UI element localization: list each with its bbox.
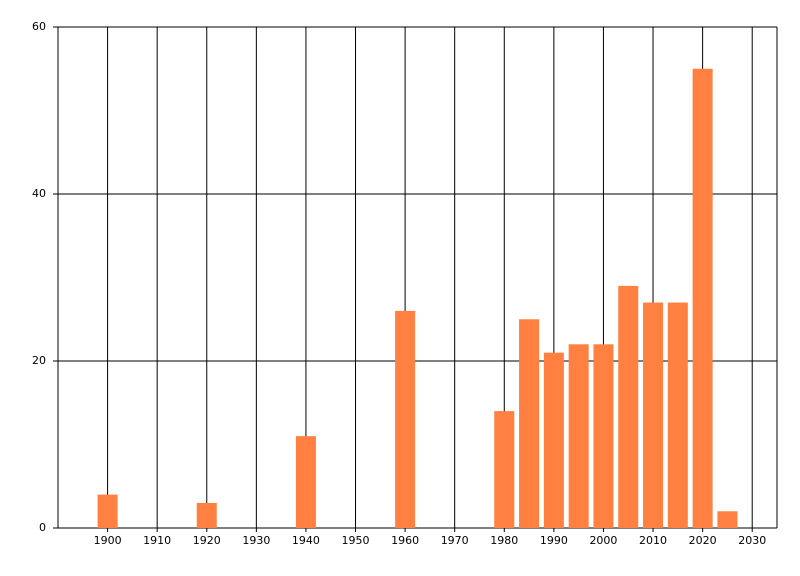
bar [395, 310, 416, 528]
x-tick-label: 1900 [94, 534, 122, 547]
bar [494, 411, 515, 528]
bar [692, 68, 713, 528]
y-tick-label: 40 [32, 187, 46, 200]
x-tick-label: 1930 [242, 534, 270, 547]
bar [519, 319, 540, 528]
bar [667, 302, 688, 528]
bar [643, 302, 664, 528]
x-tick-label: 1910 [143, 534, 171, 547]
x-tick-label: 1980 [490, 534, 518, 547]
x-tick-label: 2030 [738, 534, 766, 547]
bar [196, 502, 217, 528]
x-tick-label: 1940 [292, 534, 320, 547]
x-tick-label: 2000 [589, 534, 617, 547]
x-tick-label: 1960 [391, 534, 419, 547]
x-tick-label: 2020 [689, 534, 717, 547]
bar [618, 285, 639, 528]
y-tick-label: 60 [32, 20, 46, 33]
bar [568, 344, 589, 528]
x-tick-label: 1920 [193, 534, 221, 547]
bar [295, 436, 316, 528]
x-tick-label: 2010 [639, 534, 667, 547]
bar [593, 344, 614, 528]
x-tick-label: 1970 [441, 534, 469, 547]
bar [717, 511, 738, 528]
y-tick-label: 0 [39, 521, 46, 534]
bar [543, 352, 564, 528]
x-tick-label: 1990 [540, 534, 568, 547]
bar [97, 494, 118, 528]
x-tick-label: 1950 [342, 534, 370, 547]
y-tick-label: 20 [32, 354, 46, 367]
